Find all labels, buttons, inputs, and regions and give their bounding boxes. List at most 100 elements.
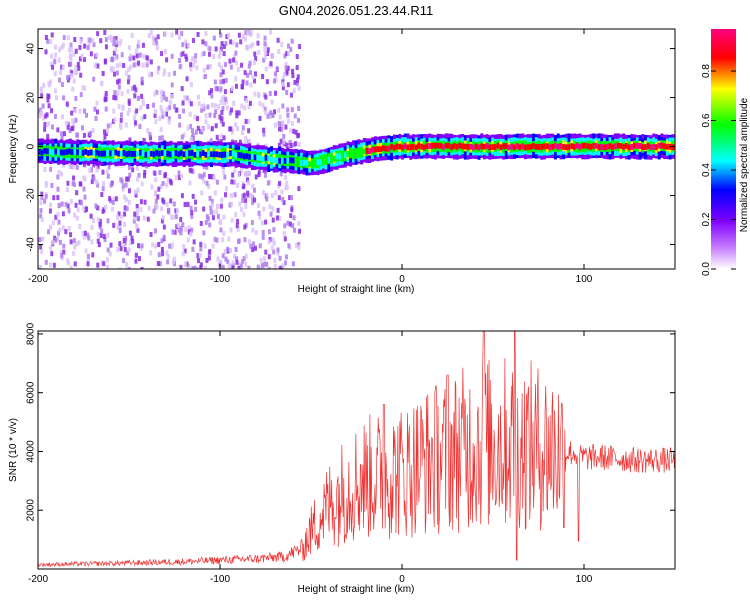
noise-cell — [122, 221, 126, 227]
noise-cell — [194, 53, 198, 59]
noise-cell — [271, 206, 275, 212]
ridge-cell — [665, 143, 669, 150]
noise-cell — [83, 85, 87, 91]
ridge-cell — [422, 144, 426, 151]
noise-cell — [160, 238, 164, 244]
ridge-cell — [622, 144, 626, 150]
noise-cell — [119, 112, 123, 118]
ridge-cell — [605, 143, 609, 150]
noise-cell — [91, 128, 95, 134]
noise-cell — [251, 227, 255, 233]
noise-cell — [74, 117, 78, 123]
noise-cell — [101, 186, 105, 192]
ridge-cell — [387, 145, 391, 152]
noise-cell — [72, 238, 76, 244]
noise-cell — [204, 119, 208, 125]
noise-cell — [264, 94, 268, 100]
ridge-cell — [133, 150, 137, 157]
noise-cell — [294, 141, 298, 147]
noise-cell — [286, 43, 290, 49]
noise-cell — [67, 208, 71, 214]
noise-cell — [165, 57, 169, 63]
noise-cell — [206, 124, 210, 130]
noise-cell — [271, 237, 275, 243]
noise-cell — [201, 39, 205, 45]
noise-cell — [285, 69, 289, 75]
noise-cell — [86, 232, 90, 238]
ridge-cell — [78, 149, 82, 156]
ridge-cell — [379, 146, 383, 153]
noise-cell — [53, 59, 57, 65]
noise-cell — [155, 89, 159, 95]
ridge-cell — [278, 157, 282, 164]
noise-cell — [228, 202, 232, 208]
ridge-cell — [398, 143, 402, 150]
noise-cell — [50, 182, 54, 188]
noise-cell — [108, 35, 112, 41]
noise-cell — [229, 227, 233, 233]
ridge-cell — [335, 153, 339, 160]
noise-cell — [184, 226, 188, 232]
noise-cell — [158, 116, 162, 122]
noise-cell — [121, 183, 125, 189]
noise-cell — [111, 66, 115, 72]
noise-cell — [126, 79, 130, 85]
noise-cell — [289, 213, 293, 219]
noise-cell — [73, 37, 77, 43]
noise-cell — [247, 128, 251, 134]
noise-cell — [209, 209, 213, 215]
noise-cell — [263, 261, 267, 267]
y-tick-label: -20 — [26, 188, 37, 203]
noise-cell — [278, 114, 282, 120]
noise-cell — [74, 96, 78, 102]
ridge-cell — [507, 144, 511, 151]
noise-cell — [115, 70, 119, 76]
noise-cell — [62, 95, 66, 101]
noise-cell — [233, 192, 237, 198]
ridge-cell — [291, 157, 295, 164]
noise-cell — [196, 94, 200, 100]
noise-cell — [253, 245, 257, 251]
noise-cell — [217, 62, 221, 68]
noise-cell — [163, 31, 167, 37]
noise-cell — [242, 183, 246, 189]
ridge-cell — [185, 150, 189, 157]
noise-cell — [90, 224, 94, 230]
noise-cell — [116, 247, 120, 253]
ridge-cell — [40, 149, 44, 156]
noise-cell — [110, 37, 114, 43]
ridge-cell — [513, 144, 517, 151]
ridge-cell — [485, 143, 489, 149]
noise-cell — [50, 124, 54, 130]
noise-cell — [71, 125, 75, 131]
noise-cell — [263, 41, 267, 47]
noise-cell — [132, 55, 136, 61]
noise-cell — [202, 51, 206, 57]
noise-cell — [60, 131, 64, 137]
noise-cell — [119, 38, 123, 44]
ridge-cell — [597, 144, 601, 151]
noise-cell — [146, 103, 150, 109]
noise-cell — [70, 70, 74, 76]
ridge-cell — [425, 143, 429, 150]
noise-cell — [103, 237, 107, 243]
noise-cell — [253, 51, 257, 57]
noise-cell — [191, 62, 195, 68]
colorbar-ticks: 0.0 0.2 0.4 0.6 0.8 — [701, 64, 736, 276]
noise-cell — [131, 86, 135, 92]
noise-cell — [150, 71, 154, 77]
ridge-cell — [122, 150, 126, 156]
noise-cell — [261, 234, 265, 240]
ridge-cell — [100, 150, 104, 157]
ridge-cell — [305, 160, 309, 166]
noise-cell — [249, 243, 253, 249]
noise-cell — [179, 230, 183, 236]
noise-cell — [205, 257, 209, 263]
noise-cell — [235, 110, 239, 116]
noise-cell — [145, 62, 149, 68]
noise-cell — [205, 180, 209, 186]
noise-cell — [204, 31, 208, 37]
noise-cell — [162, 71, 166, 77]
ridge-cell — [504, 143, 508, 149]
ridge-cell — [119, 150, 123, 157]
